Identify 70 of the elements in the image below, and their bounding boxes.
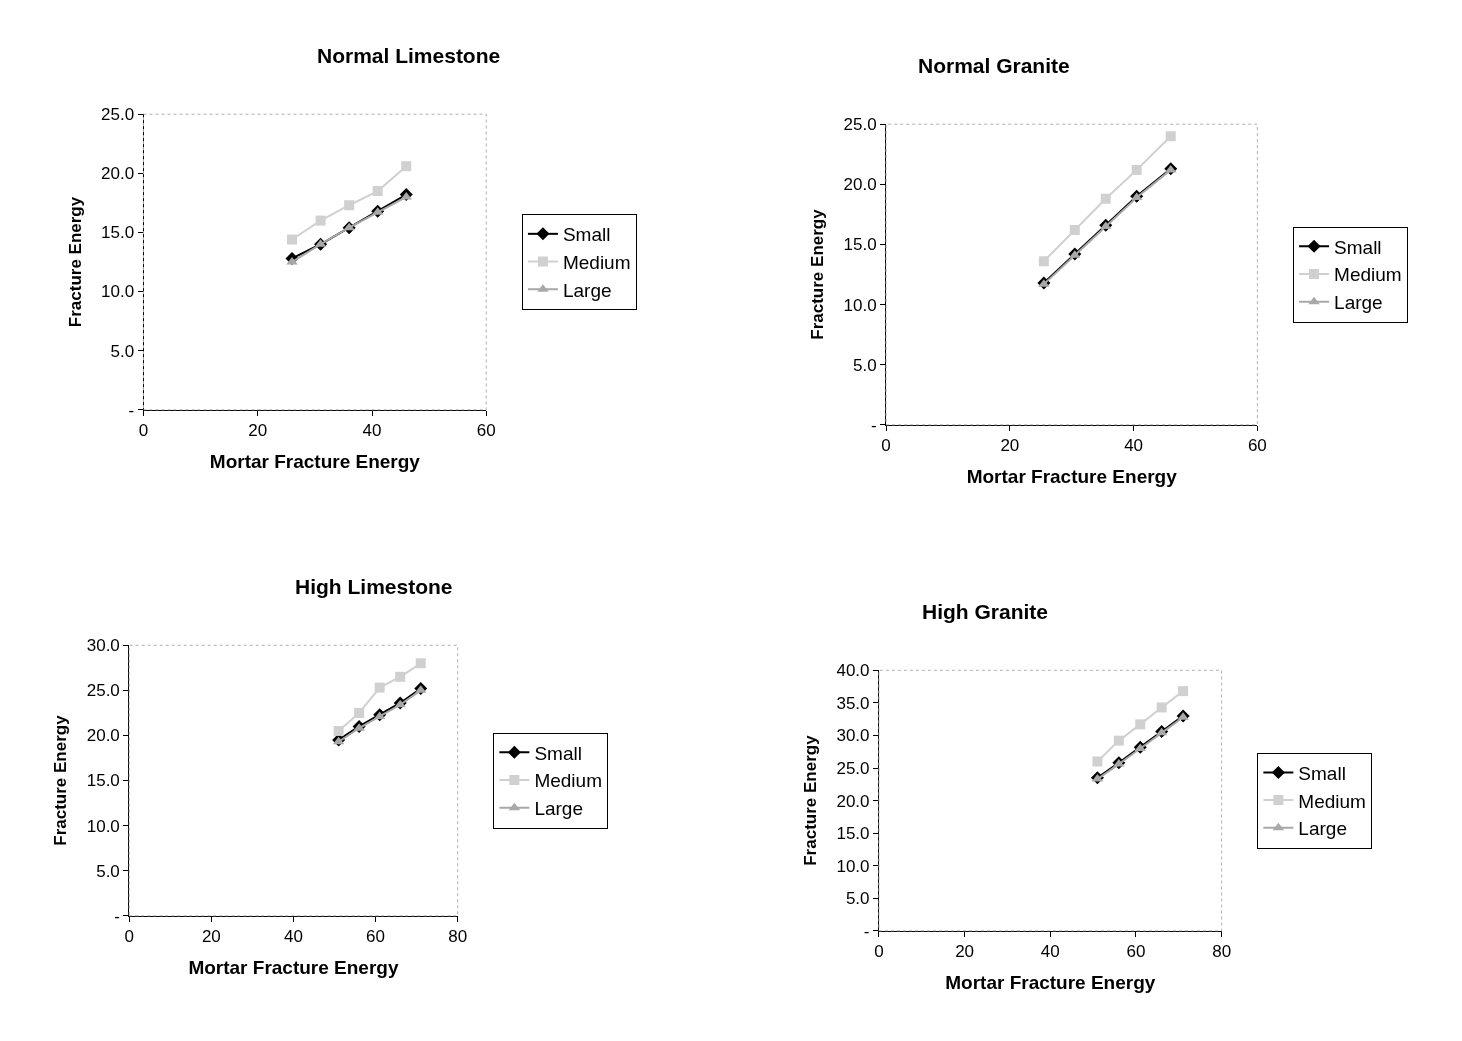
legend-label: Small xyxy=(534,742,582,764)
x-tick-label: 60 xyxy=(1247,436,1267,456)
y-tick-label: 10.0 xyxy=(86,816,120,836)
y-tick-label: 20.0 xyxy=(836,791,870,811)
y-axis-title: Fracture Energy xyxy=(801,734,820,866)
y-tick-label: 5.0 xyxy=(853,355,877,375)
legend-label: Small xyxy=(562,224,611,246)
y-tick-label: 15.0 xyxy=(101,223,135,243)
x-axis-title: Mortar Fracture Energy xyxy=(966,466,1178,488)
chart-title: High Granite xyxy=(922,600,1049,623)
y-tick-label: 15.0 xyxy=(843,235,877,255)
x-axis-title: Mortar Fracture Energy xyxy=(945,972,1156,994)
y-tick-label: 10.0 xyxy=(101,282,135,302)
x-tick-label: 0 xyxy=(124,927,134,947)
legend-label: Large xyxy=(534,798,583,820)
x-tick-label: 40 xyxy=(284,927,303,947)
x-tick-label: 20 xyxy=(248,421,268,441)
y-tick-label: 15.0 xyxy=(86,771,120,791)
x-tick-label: 60 xyxy=(476,421,496,441)
y-tick-label: - xyxy=(128,400,135,420)
y-tick-label: 5.0 xyxy=(845,889,870,909)
y-tick-label: 25.0 xyxy=(86,681,120,701)
legend-label: Medium xyxy=(562,251,631,273)
y-axis-title: Fracture Energy xyxy=(51,714,71,846)
x-tick-label: 20 xyxy=(1000,436,1020,456)
y-tick-label: 5.0 xyxy=(110,341,135,361)
x-tick-label: 0 xyxy=(138,421,149,441)
legend-label: Large xyxy=(1334,292,1383,314)
x-tick-label: 60 xyxy=(1126,942,1146,962)
legend-label: Medium xyxy=(534,770,602,792)
y-tick-label: 25.0 xyxy=(101,105,135,125)
y-axis-title: Fracture Energy xyxy=(65,196,85,328)
chart-title: Normal Granite xyxy=(918,54,1070,77)
y-axis-title: Fracture Energy xyxy=(808,208,828,340)
x-tick-label: 40 xyxy=(362,421,382,441)
x-tick-label: 80 xyxy=(448,927,468,947)
x-tick-label: 40 xyxy=(1124,436,1144,456)
legend-label: Small xyxy=(1334,236,1382,258)
x-tick-label: 60 xyxy=(366,927,386,947)
x-tick-label: 0 xyxy=(881,436,891,456)
y-tick-label: 10.0 xyxy=(836,856,870,876)
x-tick-label: 0 xyxy=(874,942,884,962)
x-tick-label: 20 xyxy=(201,927,221,947)
y-tick-label: 10.0 xyxy=(843,295,877,315)
y-tick-label: 40.0 xyxy=(836,661,870,681)
x-tick-label: 80 xyxy=(1212,942,1232,962)
chart-title: Normal Limestone xyxy=(317,44,501,67)
legend-label: Medium xyxy=(1298,790,1366,812)
chart-title: High Limestone xyxy=(295,575,453,598)
y-tick-label: 20.0 xyxy=(101,164,135,184)
x-axis-title: Mortar Fracture Energy xyxy=(188,956,399,978)
x-tick-label: 40 xyxy=(1040,942,1060,962)
y-tick-label: - xyxy=(863,921,870,941)
legend-label: Large xyxy=(1298,818,1347,840)
x-axis-title: Mortar Fracture Energy xyxy=(209,450,421,472)
legend-label: Large xyxy=(562,279,612,301)
y-tick-label: 35.0 xyxy=(836,693,870,713)
y-tick-label: 20.0 xyxy=(86,726,120,746)
y-tick-label: 25.0 xyxy=(836,758,870,778)
y-tick-label: 5.0 xyxy=(96,861,120,881)
y-tick-label: 30.0 xyxy=(836,726,870,746)
x-tick-label: 20 xyxy=(955,942,975,962)
y-tick-label: 20.0 xyxy=(843,175,877,195)
y-tick-label: - xyxy=(871,415,877,435)
y-tick-label: 25.0 xyxy=(843,115,877,135)
y-tick-label: - xyxy=(114,906,120,926)
legend-label: Small xyxy=(1298,762,1346,784)
y-tick-label: 30.0 xyxy=(86,636,120,656)
y-tick-label: 15.0 xyxy=(836,824,870,844)
legend-label: Medium xyxy=(1334,264,1402,286)
